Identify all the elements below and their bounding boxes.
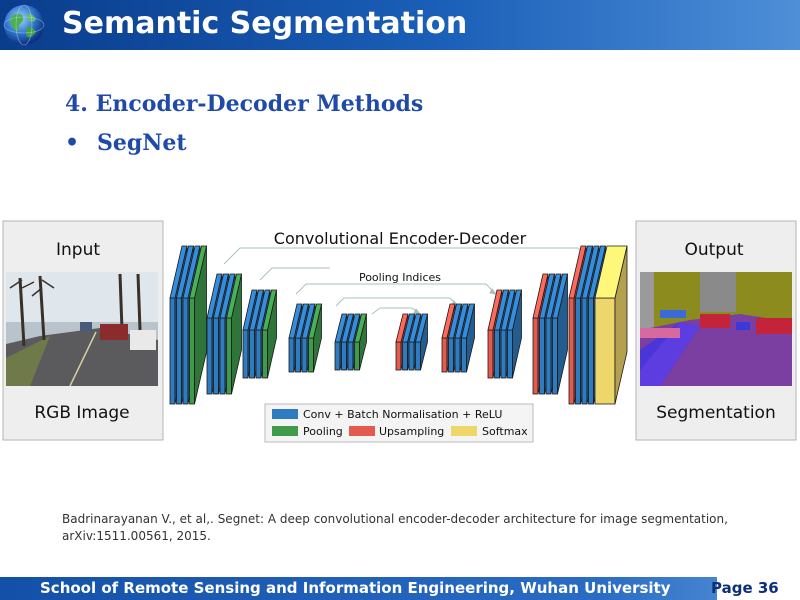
globe-icon — [3, 4, 45, 46]
section-title: 4. Encoder-Decoder Methods — [65, 91, 424, 117]
citation-line-2: arXiv:1511.00561, 2015. — [62, 529, 211, 543]
conv-layer — [507, 289, 522, 379]
pooling-indices-label: Pooling Indices — [359, 271, 441, 284]
legend-softmax: Softmax — [482, 425, 528, 438]
legend-swatch-upsampling — [349, 426, 375, 436]
legend: Conv + Batch Normalisation + ReLU Poolin… — [264, 403, 534, 443]
legend-conv: Conv + Batch Normalisation + ReLU — [303, 408, 502, 421]
legend-swatch-pooling — [272, 426, 298, 436]
pooling-layer — [262, 289, 277, 379]
footer-institution: School of Remote Sensing and Information… — [40, 579, 671, 597]
segmentation-map — [640, 272, 792, 386]
pooling-layer — [225, 273, 243, 395]
pooling-layer — [188, 245, 208, 405]
pooling-layer — [307, 303, 323, 373]
layer-stack — [169, 245, 628, 405]
footer-bar: School of Remote Sensing and Information… — [0, 577, 800, 600]
page-number-box: Page 36 — [711, 577, 800, 600]
conv-layer — [551, 273, 569, 395]
street-scene-photo — [6, 272, 158, 387]
legend-swatch-conv — [272, 409, 298, 419]
bullet-symbol: • — [65, 130, 80, 156]
page-number: Page 36 — [711, 579, 779, 597]
bullet-text: SegNet — [97, 130, 187, 156]
bullet-item: • SegNet — [65, 130, 187, 156]
output-caption: Segmentation — [656, 403, 775, 423]
input-panel: Input RGB Image — [2, 220, 164, 441]
slide-title: Semantic Segmentation — [62, 6, 468, 41]
input-title: Input — [56, 240, 100, 260]
header-bar: Semantic Segmentation — [0, 0, 800, 50]
conv-layer — [460, 303, 476, 373]
diagram-title: Convolutional Encoder-Decoder — [274, 229, 527, 248]
legend-pooling: Pooling — [303, 425, 343, 438]
output-panel: Output Segmentation — [635, 220, 797, 441]
conv-layer — [414, 313, 429, 371]
softmax-layer — [594, 245, 628, 405]
pooling-layer — [353, 313, 368, 371]
output-title: Output — [684, 240, 743, 260]
legend-upsampling: Upsampling — [379, 425, 444, 438]
input-caption: RGB Image — [34, 403, 129, 423]
legend-swatch-softmax — [451, 426, 477, 436]
citation: Badrinarayanan V., et al,. Segnet: A dee… — [62, 511, 762, 545]
citation-line-1: Badrinarayanan V., et al,. Segnet: A dee… — [62, 512, 728, 526]
segnet-diagram: Input RGB Image Output — [2, 220, 797, 443]
